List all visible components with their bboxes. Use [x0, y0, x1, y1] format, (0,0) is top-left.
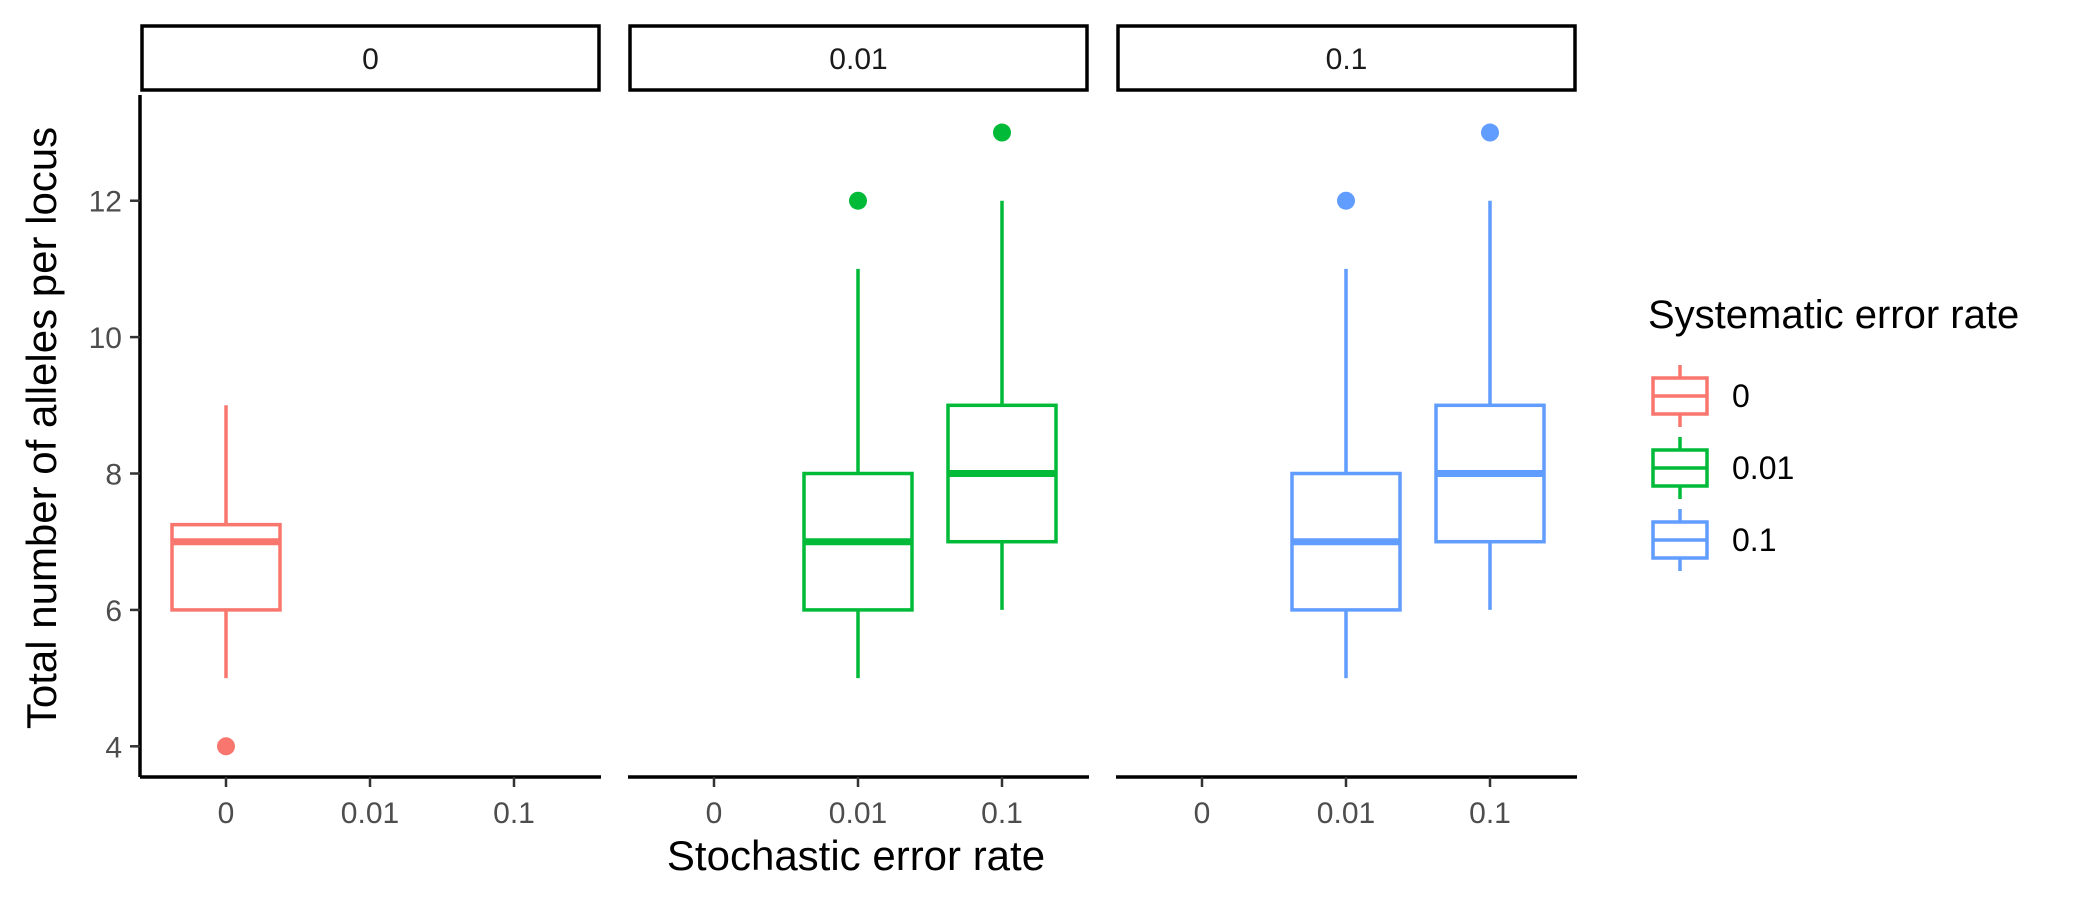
facet-panel-0-01: 0.01 0 0.01 0.1 — [628, 24, 1089, 830]
legend-label: 0.1 — [1732, 522, 1776, 558]
facet-strip-label: 0.1 — [1326, 43, 1368, 76]
x-tick-label: 0.1 — [981, 797, 1023, 830]
facet-strip-label: 0.01 — [829, 43, 887, 76]
outlier-point — [849, 191, 867, 210]
y-tick-label: 4 — [105, 731, 122, 764]
legend-title: Systematic error rate — [1648, 293, 2019, 337]
facet-panel-0-1: 0.1 0 0.01 0.1 — [1116, 24, 1577, 830]
boxplot — [1434, 123, 1546, 610]
legend-label: 0.01 — [1732, 450, 1794, 486]
y-tick-label: 8 — [105, 459, 122, 492]
outlier-point — [993, 123, 1011, 142]
y-axis-title: Total number of alleles per locus — [18, 127, 65, 729]
legend: Systematic error rate 0 0.01 0.1 — [1648, 293, 2019, 571]
y-tick-label: 10 — [89, 322, 122, 355]
y-tick-label: 12 — [89, 186, 122, 219]
y-tick-label: 6 — [105, 595, 122, 628]
legend-entry-0-01: 0.01 — [1651, 437, 1794, 499]
legend-entry-0-1: 0.1 — [1651, 509, 1776, 571]
facet-strip — [1116, 24, 1577, 92]
outlier-point — [217, 737, 235, 756]
x-tick-label: 0.1 — [1469, 797, 1511, 830]
x-tick-label: 0.01 — [1317, 797, 1375, 830]
facet-panel-0: 0 0 0.01 0.1 — [140, 24, 601, 830]
facet-strip — [140, 24, 601, 92]
x-tick-label: 0.01 — [829, 797, 887, 830]
x-tick-label: 0 — [1194, 797, 1211, 830]
boxplot — [946, 123, 1058, 610]
facet-strip — [628, 24, 1089, 92]
x-axis-title: Stochastic error rate — [667, 832, 1045, 879]
legend-entry-0: 0 — [1651, 365, 1750, 427]
box-iqr — [170, 522, 282, 612]
facet-strip-label: 0 — [362, 43, 379, 76]
boxplot — [802, 191, 914, 679]
boxplot — [170, 405, 282, 756]
legend-keys: 0 0.01 0.1 — [1651, 365, 1794, 571]
boxplot — [1290, 191, 1402, 679]
panels-layer: 4 6 8 10 12 0 0 0.01 0.1 0.01 0 0.01 0.1 0.1 0 0.01 0.1 — [89, 24, 1577, 830]
x-tick-label: 0 — [706, 797, 723, 830]
x-tick-label: 0 — [218, 797, 235, 830]
x-tick-label: 0.01 — [341, 797, 399, 830]
outlier-point — [1481, 123, 1499, 142]
outlier-point — [1337, 191, 1355, 210]
legend-label: 0 — [1732, 378, 1750, 414]
x-tick-label: 0.1 — [493, 797, 535, 830]
